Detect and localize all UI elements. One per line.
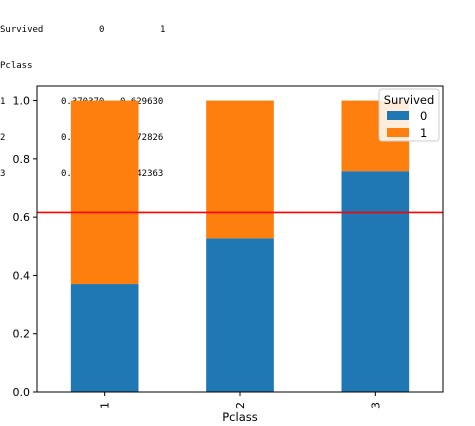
x-tick-label: 2 xyxy=(234,402,247,409)
table-cell: 0.472826 xyxy=(120,133,164,143)
table-columns-name: Survived xyxy=(0,25,44,35)
table-column-header: 1 xyxy=(160,25,166,35)
legend-title: Survived xyxy=(384,93,435,107)
table-cell: 0.242363 xyxy=(120,169,164,179)
table-index-cell: 2 xyxy=(0,133,6,143)
table-index-name-row: Pclass xyxy=(0,60,33,72)
bar-segment-series-1-class-1 xyxy=(70,100,139,285)
legend-label-0: 0 xyxy=(420,109,427,123)
bar-segment-series-0-class-2 xyxy=(206,238,274,392)
table-index-cell: 3 xyxy=(0,169,6,179)
axes-frame xyxy=(36,85,444,393)
table-index-name: Pclass xyxy=(0,61,33,71)
plot-area: 1 2 3 0.0 0.2 0.4 0.6 0.8 1.0 Pclass Survived 0 1 xyxy=(13,85,444,424)
y-tick-label: 0.8 xyxy=(13,153,31,166)
bar-segment-series-1-class-2 xyxy=(206,100,274,239)
stacked-bar-chart: 1 2 3 0.0 0.2 0.4 0.6 0.8 1.0 Pclass Survived 0 1 xyxy=(13,85,444,424)
x-axis-label: Pclass xyxy=(222,410,257,424)
bar-segment-series-0-class-1 xyxy=(70,284,139,392)
y-tick-label: 0.6 xyxy=(13,211,31,224)
y-tick-label: 0.2 xyxy=(13,328,31,341)
y-tick-label: 0.0 xyxy=(13,386,31,399)
table-column-header: 0 xyxy=(99,25,105,35)
table-index-cell: 1 xyxy=(0,97,6,107)
legend-swatch-1 xyxy=(387,128,409,137)
y-tick-label: 1.0 xyxy=(13,95,31,108)
y-tick-label: 0.4 xyxy=(13,269,31,282)
bar-segment-series-0-class-3 xyxy=(341,171,410,392)
x-tick-label: 3 xyxy=(369,402,382,409)
table-cell: 0.629630 xyxy=(120,97,164,107)
table-header-row: Survived 0 1 xyxy=(0,24,165,36)
legend-label-1: 1 xyxy=(420,126,427,140)
x-tick-label: 1 xyxy=(99,402,112,409)
legend-swatch-0 xyxy=(387,111,409,120)
